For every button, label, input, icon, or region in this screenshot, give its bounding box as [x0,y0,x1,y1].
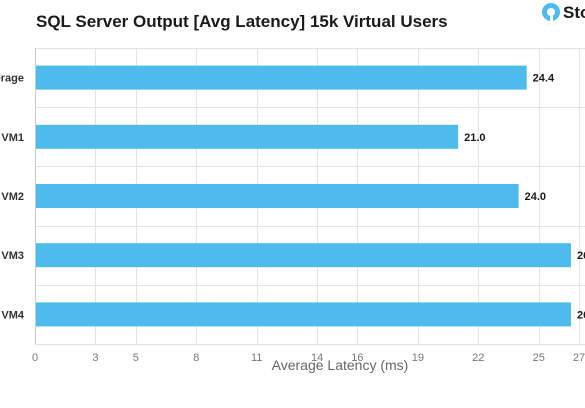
category-label: VM3 [1,250,24,262]
x-tick-label: 22 [472,352,484,364]
x-tick-label: 3 [92,352,98,364]
data-label: 21.0 [464,132,485,144]
bar [36,65,527,90]
category-label: VM2 [1,191,24,203]
category-label: VM1 [1,132,24,144]
data-label: 24.4 [533,73,555,85]
bar [36,184,519,208]
x-axis-label: Average Latency (ms) [271,357,409,373]
category-label: Average [0,73,24,85]
chart-title: SQL Server Output [Avg Latency] 15k Virt… [36,12,448,31]
bar [36,124,459,149]
data-label: 26.6 [577,309,585,321]
x-tick-label: 25 [533,352,545,364]
x-tick-label: 16 [351,352,363,364]
x-tick-label: 19 [412,352,424,364]
x-tick-label: 27 [573,352,585,364]
storagereview-logo-icon [542,3,560,23]
data-label: 24.0 [525,191,546,203]
category-label: VM4 [1,309,25,321]
x-tick-label: 5 [133,352,139,364]
data-label: 26.6 [577,250,585,262]
x-tick-label: 11 [251,352,262,364]
bar [36,243,571,268]
x-tick-label: 8 [193,352,199,364]
bar [36,302,571,327]
x-tick-label: 14 [311,352,323,364]
brand-logo-text: Sto [563,3,585,22]
x-tick-label: 0 [32,352,38,364]
